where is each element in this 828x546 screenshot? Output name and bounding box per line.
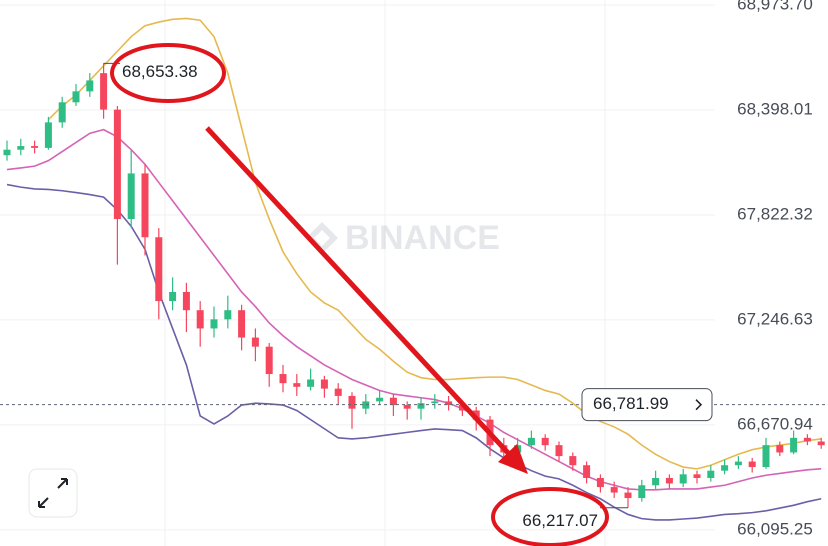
annotation-label: 68,653.38: [122, 62, 198, 81]
candle-body: [679, 474, 687, 484]
candle-body: [141, 173, 149, 238]
candle-body: [790, 437, 798, 453]
watermark-text: BINANCE: [345, 219, 500, 257]
watermark: BINANCE: [306, 219, 500, 257]
candle-body: [541, 437, 549, 446]
candle-body: [721, 465, 729, 471]
candle-body: [265, 346, 273, 375]
y-tick-label: 67,822.32: [737, 204, 813, 223]
candle-body: [348, 395, 356, 409]
annotation-label: 66,217.07: [522, 511, 598, 530]
candle-body: [748, 461, 756, 468]
candle-body: [17, 146, 25, 150]
band-line: [6, 128, 822, 491]
candle-body: [58, 102, 66, 123]
band-line: [6, 183, 822, 521]
candle-body: [555, 445, 563, 457]
circle: [110, 43, 226, 103]
candle-body: [583, 465, 591, 478]
expand-icon[interactable]: [38, 478, 68, 508]
candle-body: [403, 405, 411, 409]
arrow: [205, 126, 512, 457]
circle: [491, 487, 609, 546]
y-tick-label: 66,095.25: [737, 519, 813, 538]
candle-body: [196, 310, 204, 329]
candle-body: [362, 401, 370, 409]
candle-body: [707, 470, 715, 478]
y-tick-label: 66,670.94: [737, 414, 813, 433]
candle-body: [638, 485, 646, 499]
candle-body: [624, 492, 632, 499]
candle-body: [86, 80, 94, 92]
highlight: [110, 43, 609, 546]
last-price-box: [581, 388, 713, 422]
candle-body: [389, 397, 397, 406]
candle-body: [734, 461, 742, 466]
candle-body: [803, 437, 811, 442]
candle-body: [100, 73, 108, 110]
candle-body: [293, 383, 301, 387]
candle-body: [458, 405, 466, 411]
candle-body: [155, 237, 163, 302]
candle-body: [127, 173, 135, 220]
candle-body: [210, 319, 218, 329]
y-tick-label: 68,398.01: [737, 99, 813, 118]
candle-body: [665, 477, 673, 484]
candle-body: [169, 291, 177, 302]
candle-body: [596, 477, 604, 488]
candle-body: [238, 310, 246, 338]
candle-body: [44, 122, 52, 148]
last-price-label: 66,781.99: [593, 394, 669, 413]
candle-body: [113, 109, 121, 220]
expand-button[interactable]: [28, 468, 78, 518]
arrow-head: [498, 444, 528, 474]
candle-body: [72, 91, 80, 103]
candle-body: [417, 403, 425, 409]
button-bg[interactable]: [28, 468, 78, 518]
candle-body: [320, 379, 328, 389]
candle-body: [334, 388, 342, 396]
grid: [164, 0, 606, 546]
candle-body: [569, 456, 577, 466]
candle-body: [431, 401, 439, 404]
candle-body: [31, 146, 39, 148]
y-tick-label: 67,246.63: [737, 309, 813, 328]
candle-body: [776, 445, 784, 453]
candle-body: [279, 374, 287, 384]
candle-body: [376, 397, 384, 402]
candle-body: [445, 401, 453, 406]
y-tick-label: 68,973.70: [737, 0, 813, 13]
candle-body: [182, 291, 190, 311]
candle-body: [527, 437, 535, 446]
candle-body: [817, 441, 825, 446]
candle-body: [652, 477, 660, 486]
band-line: [47, 17, 822, 470]
candle-body: [251, 337, 259, 347]
candle-body: [762, 445, 770, 468]
candle-body: [3, 149, 11, 156]
candle-body: [693, 474, 701, 478]
candle-body: [307, 379, 315, 387]
candle-body: [610, 487, 618, 493]
chevron: [695, 399, 703, 411]
candle-body: [224, 310, 232, 320]
